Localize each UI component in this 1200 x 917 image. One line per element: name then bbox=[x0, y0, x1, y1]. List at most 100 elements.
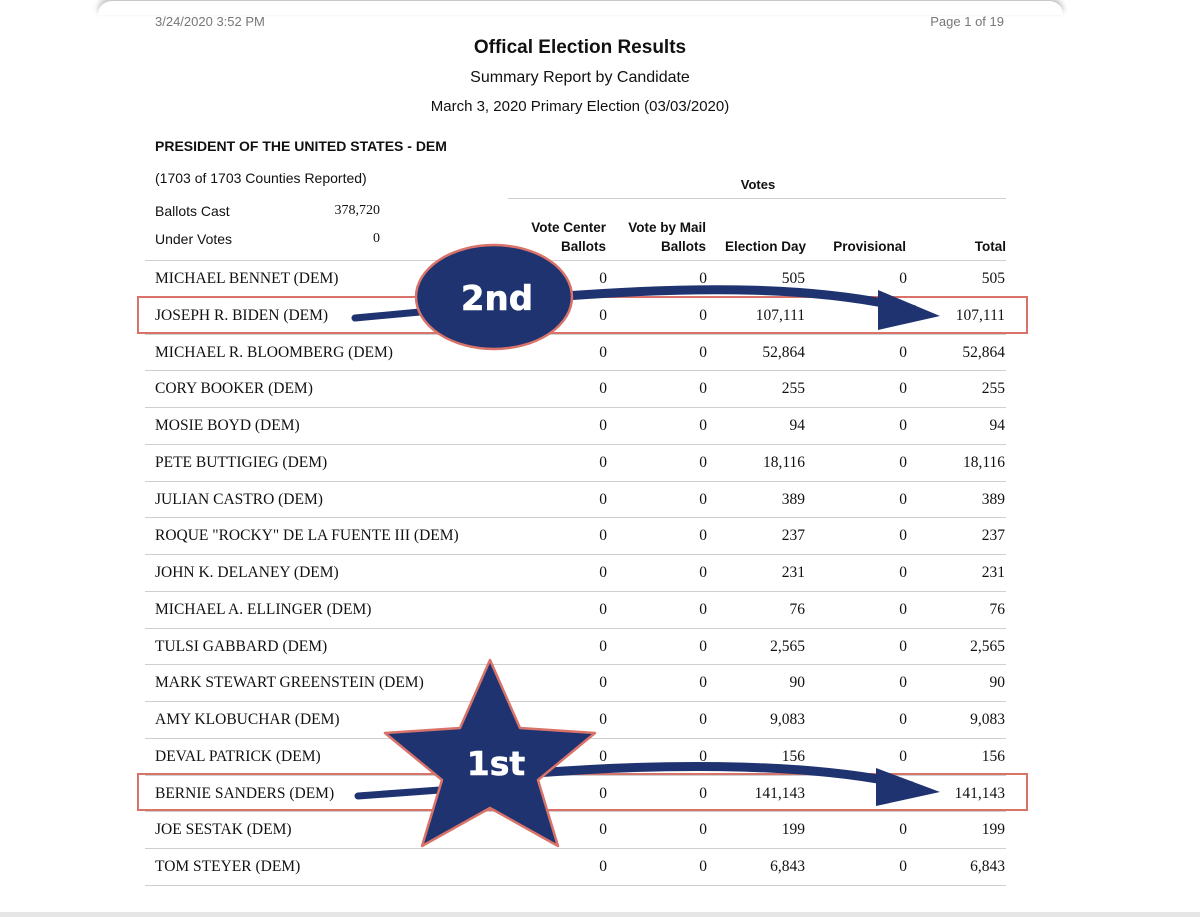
election-day-votes: 76 bbox=[789, 600, 806, 618]
table-row: CORY BOOKER (DEM) 0 0 255 0 255 bbox=[145, 371, 1006, 408]
vote-center-ballots: 0 bbox=[599, 270, 607, 287]
provisional-votes: 0 bbox=[899, 417, 907, 434]
election-day-votes: 505 bbox=[781, 270, 805, 287]
provisional-votes: 0 bbox=[899, 637, 907, 655]
vote-by-mail-ballots: 0 bbox=[699, 453, 707, 471]
candidate-name: MICHAEL A. ELLINGER (DEM) bbox=[155, 600, 372, 618]
candidate-name: TULSI GABBARD (DEM) bbox=[155, 637, 328, 655]
total-votes: 76 bbox=[989, 600, 1006, 618]
column-header-total: Total bbox=[974, 239, 1006, 254]
ballots-cast-label: Ballots Cast bbox=[155, 203, 230, 219]
column-header-vote-center-line2: Ballots bbox=[560, 239, 606, 254]
provisional-votes: 0 bbox=[899, 747, 907, 765]
candidate-name: PETE BUTTIGIEG (DEM) bbox=[155, 453, 328, 471]
vote-center-ballots: 0 bbox=[599, 527, 607, 545]
total-votes: 156 bbox=[981, 747, 1005, 765]
total-votes: 107,111 bbox=[955, 306, 1005, 324]
total-votes: 6,843 bbox=[970, 858, 1005, 875]
table-row: MICHAEL A. ELLINGER (DEM) 0 0 76 0 76 bbox=[145, 592, 1006, 629]
votes-header-divider bbox=[508, 198, 1006, 199]
vote-center-ballots: 0 bbox=[599, 821, 607, 839]
total-votes: 505 bbox=[981, 270, 1005, 287]
print-timestamp: 3/24/2020 3:52 PM bbox=[155, 14, 265, 29]
election-day-votes: 52,864 bbox=[762, 343, 805, 361]
candidate-name: MICHAEL BENNET (DEM) bbox=[155, 270, 339, 287]
column-header-vote-by-mail-line1: Vote by Mail bbox=[628, 220, 706, 235]
table-row: MARK STEWART GREENSTEIN (DEM) 0 0 90 0 90 bbox=[145, 665, 1006, 702]
ballots-cast-value: 378,720 bbox=[334, 203, 381, 218]
vote-center-ballots: 0 bbox=[599, 674, 607, 692]
vote-by-mail-ballots: 0 bbox=[699, 270, 707, 287]
election-day-votes: 199 bbox=[781, 821, 805, 839]
election-day-votes: 231 bbox=[781, 564, 805, 581]
provisional-votes: 0 bbox=[899, 674, 907, 692]
provisional-votes: 0 bbox=[899, 600, 907, 618]
total-votes: 2,565 bbox=[970, 637, 1005, 655]
table-row: PETE BUTTIGIEG (DEM) 0 0 18,116 0 18,116 bbox=[145, 445, 1006, 482]
provisional-votes: 0 bbox=[899, 711, 907, 728]
column-header-vote-center: Vote Center Ballots bbox=[500, 218, 606, 256]
vote-center-ballots: 0 bbox=[599, 306, 607, 324]
provisional-votes: 0 bbox=[899, 490, 907, 508]
report-title: Offical Election Results bbox=[473, 37, 687, 58]
election-day-votes: 90 bbox=[789, 674, 806, 692]
total-votes: 389 bbox=[981, 490, 1005, 508]
vote-by-mail-ballots: 0 bbox=[699, 637, 707, 655]
contest-title: PRESIDENT OF THE UNITED STATES - DEM bbox=[155, 138, 447, 154]
vote-center-ballots: 0 bbox=[599, 453, 607, 471]
page-number: Page 1 of 19 bbox=[930, 14, 1004, 29]
vote-by-mail-ballots: 0 bbox=[699, 306, 707, 324]
vote-center-ballots: 0 bbox=[599, 417, 607, 434]
provisional-votes: 0 bbox=[899, 858, 907, 875]
total-votes: 231 bbox=[981, 564, 1005, 581]
bottom-band bbox=[0, 912, 1200, 917]
candidate-name: CORY BOOKER (DEM) bbox=[155, 380, 313, 398]
provisional-votes: 0 bbox=[899, 270, 907, 287]
table-row: AMY KLOBUCHAR (DEM) 0 0 9,083 0 9,083 bbox=[145, 702, 1006, 739]
candidate-name: MICHAEL R. BLOOMBERG (DEM) bbox=[155, 343, 393, 361]
vote-center-ballots: 0 bbox=[599, 747, 607, 765]
vote-by-mail-ballots: 0 bbox=[699, 564, 707, 581]
election-day-votes: 255 bbox=[781, 380, 805, 398]
total-votes: 18,116 bbox=[962, 453, 1005, 471]
counties-reported: (1703 of 1703 Counties Reported) bbox=[155, 170, 367, 186]
vote-center-ballots: 0 bbox=[599, 637, 607, 655]
table-row: JULIAN CASTRO (DEM) 0 0 389 0 389 bbox=[145, 482, 1006, 519]
candidate-name: JULIAN CASTRO (DEM) bbox=[155, 490, 323, 508]
election-day-votes: 237 bbox=[781, 527, 805, 545]
vote-center-ballots: 0 bbox=[599, 490, 607, 508]
total-votes: 255 bbox=[981, 380, 1005, 398]
candidate-name: JOHN K. DELANEY (DEM) bbox=[155, 564, 339, 581]
table-row: JOHN K. DELANEY (DEM) 0 0 231 0 231 bbox=[145, 555, 1006, 592]
vote-by-mail-ballots: 0 bbox=[699, 343, 707, 361]
total-votes: 237 bbox=[981, 527, 1005, 545]
vote-by-mail-ballots: 0 bbox=[699, 784, 707, 802]
table-row: JOE SESTAK (DEM) 0 0 199 0 199 bbox=[145, 812, 1006, 849]
total-votes: 90 bbox=[989, 674, 1006, 692]
candidate-name: ROQUE "ROCKY" DE LA FUENTE III (DEM) bbox=[155, 527, 459, 545]
provisional-votes: 0 bbox=[899, 453, 907, 471]
vote-center-ballots: 0 bbox=[599, 858, 607, 875]
vote-by-mail-ballots: 0 bbox=[699, 674, 707, 692]
election-day-votes: 94 bbox=[789, 417, 806, 434]
header-divider bbox=[145, 260, 1006, 261]
candidate-name: JOSEPH R. BIDEN (DEM) bbox=[155, 306, 329, 324]
table-row: TULSI GABBARD (DEM) 0 0 2,565 0 2,565 bbox=[145, 629, 1006, 666]
total-votes: 94 bbox=[989, 417, 1006, 434]
column-header-vote-center-line1: Vote Center bbox=[531, 220, 606, 235]
page-top-edge bbox=[98, 0, 1063, 15]
column-header-vote-by-mail: Vote by Mail Ballots bbox=[600, 218, 706, 256]
under-votes-value: 0 bbox=[373, 231, 380, 246]
vote-by-mail-ballots: 0 bbox=[699, 380, 707, 398]
candidate-name: MOSIE BOYD (DEM) bbox=[155, 417, 300, 434]
column-header-vote-by-mail-line2: Ballots bbox=[660, 239, 706, 254]
provisional-votes: 0 bbox=[899, 564, 907, 581]
vote-by-mail-ballots: 0 bbox=[699, 417, 707, 434]
vote-center-ballots: 0 bbox=[599, 784, 607, 802]
candidate-name: AMY KLOBUCHAR (DEM) bbox=[155, 711, 340, 728]
election-day-votes: 2,565 bbox=[770, 637, 805, 655]
total-votes: 141,143 bbox=[954, 784, 1005, 802]
election-day-votes: 389 bbox=[781, 490, 805, 508]
election-day-votes: 6,843 bbox=[770, 858, 805, 875]
candidate-name: TOM STEYER (DEM) bbox=[155, 858, 301, 875]
